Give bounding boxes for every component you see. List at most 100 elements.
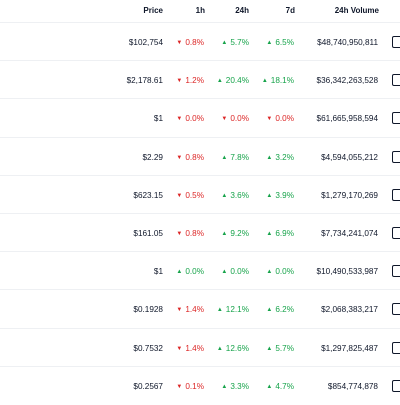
market-cap-cell-clipped [390, 99, 400, 137]
volume-cell-value: $2,068,383,217 [321, 305, 378, 315]
caret-down-icon: ▼ [176, 307, 183, 314]
caret-up-icon: ▲ [261, 78, 268, 85]
change-7d-cell-value: 3.9% [275, 190, 294, 200]
change-7d-cell: ▲ 18.1% [262, 76, 294, 85]
price-cell: $0.2567 [133, 382, 163, 391]
caret-up-icon: ▲ [266, 231, 273, 237]
change-24h-cell: ▲ 3.6% [221, 191, 249, 200]
header-24h-volume[interactable]: 24h Volume [334, 6, 379, 15]
change-7d-cell-value: 6.9% [275, 229, 294, 238]
change-7d-cell-value: 18.1% [270, 76, 294, 86]
change-1h-cell-value: 0.0% [185, 114, 204, 124]
change-7d-cell: ▲ 4.7% [266, 382, 294, 391]
volume-cell-value: $36,342,263,528 [316, 76, 378, 86]
table-header: Price 1h 24h 7d 24h Volume [0, 0, 400, 22]
table-row[interactable]: $1 ▼ 0.0% ▼ 0.0% ▼ 0.0% $61,665,958,594 [0, 98, 400, 137]
change-1h-cell: ▼ 0.5% [176, 191, 204, 200]
volume-cell: $7,734,241,074 [321, 229, 378, 238]
caret-down-icon: ▼ [176, 383, 183, 390]
volume-cell-value: $61,665,958,594 [316, 114, 378, 124]
change-24h-cell: ▲ 0.0% [221, 267, 249, 276]
market-cap-cell-clipped [390, 23, 400, 61]
table-row[interactable]: $2,178.61 ▼ 1.2% ▲ 20.4% ▲ 18.1% $36,342,263,52… [0, 60, 400, 99]
caret-down-icon: ▼ [176, 40, 183, 46]
caret-up-icon: ▲ [266, 192, 273, 199]
caret-down-icon: ▼ [176, 116, 183, 123]
change-7d-cell-value: 0.0% [275, 267, 294, 277]
change-1h-cell-value: 1.4% [185, 305, 204, 315]
caret-up-icon: ▲ [266, 154, 273, 161]
table-row[interactable]: $102,754 ▼ 0.8% ▲ 5.7% ▲ 6.5% $48,740,950,811 [0, 22, 400, 61]
change-24h-cell-value: 5.7% [230, 38, 249, 47]
change-7d-cell: ▲ 6.2% [266, 305, 294, 314]
volume-cell: $2,068,383,217 [321, 305, 378, 314]
price-cell: $0.7532 [133, 344, 163, 353]
change-7d-cell: ▲ 0.0% [266, 267, 294, 276]
volume-cell: $1,279,170,269 [321, 191, 378, 200]
volume-cell: $1,297,825,487 [321, 344, 378, 353]
market-cap-cell-clipped [390, 367, 400, 405]
header-7d[interactable]: 7d [285, 6, 295, 15]
change-24h-cell: ▲ 12.6% [217, 344, 249, 353]
header-1h[interactable]: 1h [195, 6, 205, 15]
market-cap-cell-clipped [390, 61, 400, 99]
price-cell: $2.29 [143, 153, 164, 162]
table-row[interactable]: $1 ▲ 0.0% ▲ 0.0% ▲ 0.0% $10,490,533,987 [0, 251, 400, 290]
price-cell-value: $102,754 [128, 38, 163, 47]
change-24h-cell-value: 12.1% [225, 305, 249, 315]
change-1h-cell-value: 0.0% [185, 267, 204, 277]
clipped-edge-icon [392, 112, 400, 125]
change-24h-cell: ▲ 7.8% [221, 153, 249, 162]
caret-down-icon: ▼ [176, 231, 183, 237]
clipped-edge-icon [392, 379, 400, 392]
clipped-edge-icon [392, 36, 400, 48]
change-1h-cell: ▼ 0.8% [176, 38, 204, 47]
caret-down-icon: ▼ [266, 116, 273, 123]
volume-cell-value: $10,490,533,987 [316, 267, 378, 277]
change-1h-cell: ▼ 1.4% [176, 305, 204, 314]
table-row[interactable]: $0.1928 ▼ 1.4% ▲ 12.1% ▲ 6.2% $2,068,383,217 [0, 289, 400, 328]
market-cap-cell-clipped [390, 329, 400, 367]
header-24h[interactable]: 24h [235, 6, 249, 15]
change-24h-cell-value: 0.0% [230, 114, 249, 124]
change-24h-cell-value: 7.8% [230, 152, 249, 162]
caret-up-icon: ▲ [266, 307, 273, 314]
price-cell-value: $0.7532 [133, 343, 163, 353]
volume-cell: $61,665,958,594 [317, 114, 378, 123]
caret-up-icon: ▲ [266, 40, 273, 46]
price-cell-value: $2,178.61 [126, 76, 163, 86]
clipped-edge-icon [392, 150, 400, 163]
clipped-edge-icon [392, 341, 400, 354]
table-row[interactable]: $0.7532 ▼ 1.4% ▲ 12.6% ▲ 5.7% $1,297,825,487 [0, 327, 400, 367]
table-row[interactable]: $161.05 ▼ 0.8% ▲ 9.2% ▲ 6.9% $7,734,241,074 [0, 213, 400, 252]
caret-down-icon: ▼ [176, 78, 183, 85]
price-cell: $1 [154, 114, 163, 123]
table-row[interactable]: $623.15 ▼ 0.5% ▲ 3.6% ▲ 3.9% $1,279,170,269 [0, 174, 400, 214]
price-cell: $623.15 [133, 191, 163, 200]
change-7d-cell-value: 6.2% [275, 305, 294, 315]
change-7d-cell: ▲ 3.2% [266, 153, 294, 162]
price-cell: $2,178.61 [127, 76, 163, 85]
change-1h-cell: ▼ 0.1% [176, 382, 204, 391]
volume-cell: $36,342,263,528 [317, 76, 378, 85]
header-price[interactable]: Price [143, 6, 163, 15]
change-24h-cell-value: 3.3% [230, 381, 249, 391]
change-7d-cell: ▼ 0.0% [266, 114, 294, 123]
price-cell-value: $161.05 [133, 229, 163, 238]
price-cell-value: $2.29 [142, 152, 164, 162]
caret-up-icon: ▲ [221, 231, 228, 237]
volume-cell: $854,774,878 [328, 382, 378, 391]
volume-cell: $48,740,950,811 [317, 38, 378, 47]
change-1h-cell: ▲ 0.0% [176, 267, 204, 276]
caret-up-icon: ▲ [221, 40, 228, 46]
change-1h-cell-value: 1.4% [185, 343, 204, 353]
volume-cell-value: $48,740,950,811 [317, 38, 378, 47]
caret-up-icon: ▲ [266, 383, 273, 390]
price-cell: $0.1928 [133, 305, 163, 314]
price-cell-value: $1 [153, 114, 163, 124]
market-cap-cell-clipped [390, 252, 400, 290]
caret-up-icon: ▲ [221, 269, 228, 276]
table-row[interactable]: $0.2567 ▼ 0.1% ▲ 3.3% ▲ 4.7% $854,774,878 [0, 365, 400, 405]
table-row[interactable]: $2.29 ▼ 0.8% ▲ 7.8% ▲ 3.2% $4,594,055,212 [0, 136, 400, 176]
change-24h-cell-value: 9.2% [230, 229, 249, 238]
